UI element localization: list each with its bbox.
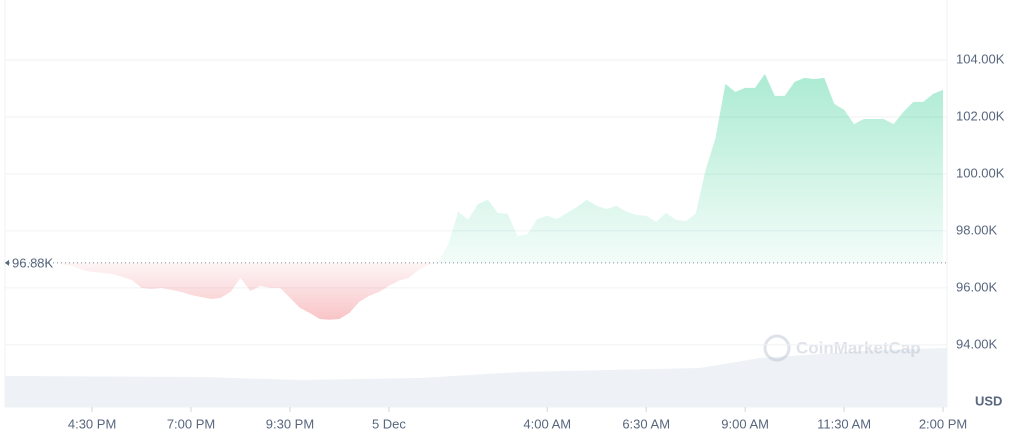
x-tick-label: 4:30 PM	[68, 416, 116, 431]
x-tick-label: 2:00 PM	[919, 416, 967, 431]
x-tick-label: 9:30 PM	[266, 416, 314, 431]
x-tick-label: 11:30 AM	[817, 416, 871, 431]
y-tick-label: 100.00K	[956, 165, 1005, 180]
x-tick-label: 5 Dec	[372, 416, 406, 431]
x-tick-label: 9:00 AM	[721, 416, 769, 431]
baseline-marker	[5, 259, 9, 266]
y-tick-label: 102.00K	[956, 108, 1005, 123]
volume-area	[5, 348, 947, 407]
unit-label: USD	[975, 393, 1002, 408]
price-area	[62, 73, 944, 320]
y-tick-label: 98.00K	[956, 222, 998, 237]
watermark-text: CoinMarketCap	[796, 338, 921, 357]
x-tick-label: 6:30 AM	[622, 416, 670, 431]
x-tick-label: 4:00 AM	[523, 416, 571, 431]
y-tick-label: 94.00K	[956, 336, 998, 351]
x-tick-label: 7:00 PM	[167, 416, 215, 431]
y-tick-label: 96.00K	[956, 279, 998, 294]
watermark-logo	[763, 334, 791, 362]
baseline-label: 96.88K	[12, 255, 54, 270]
watermark: CoinMarketCap	[763, 334, 921, 362]
y-tick-label: 104.00K	[956, 51, 1005, 66]
